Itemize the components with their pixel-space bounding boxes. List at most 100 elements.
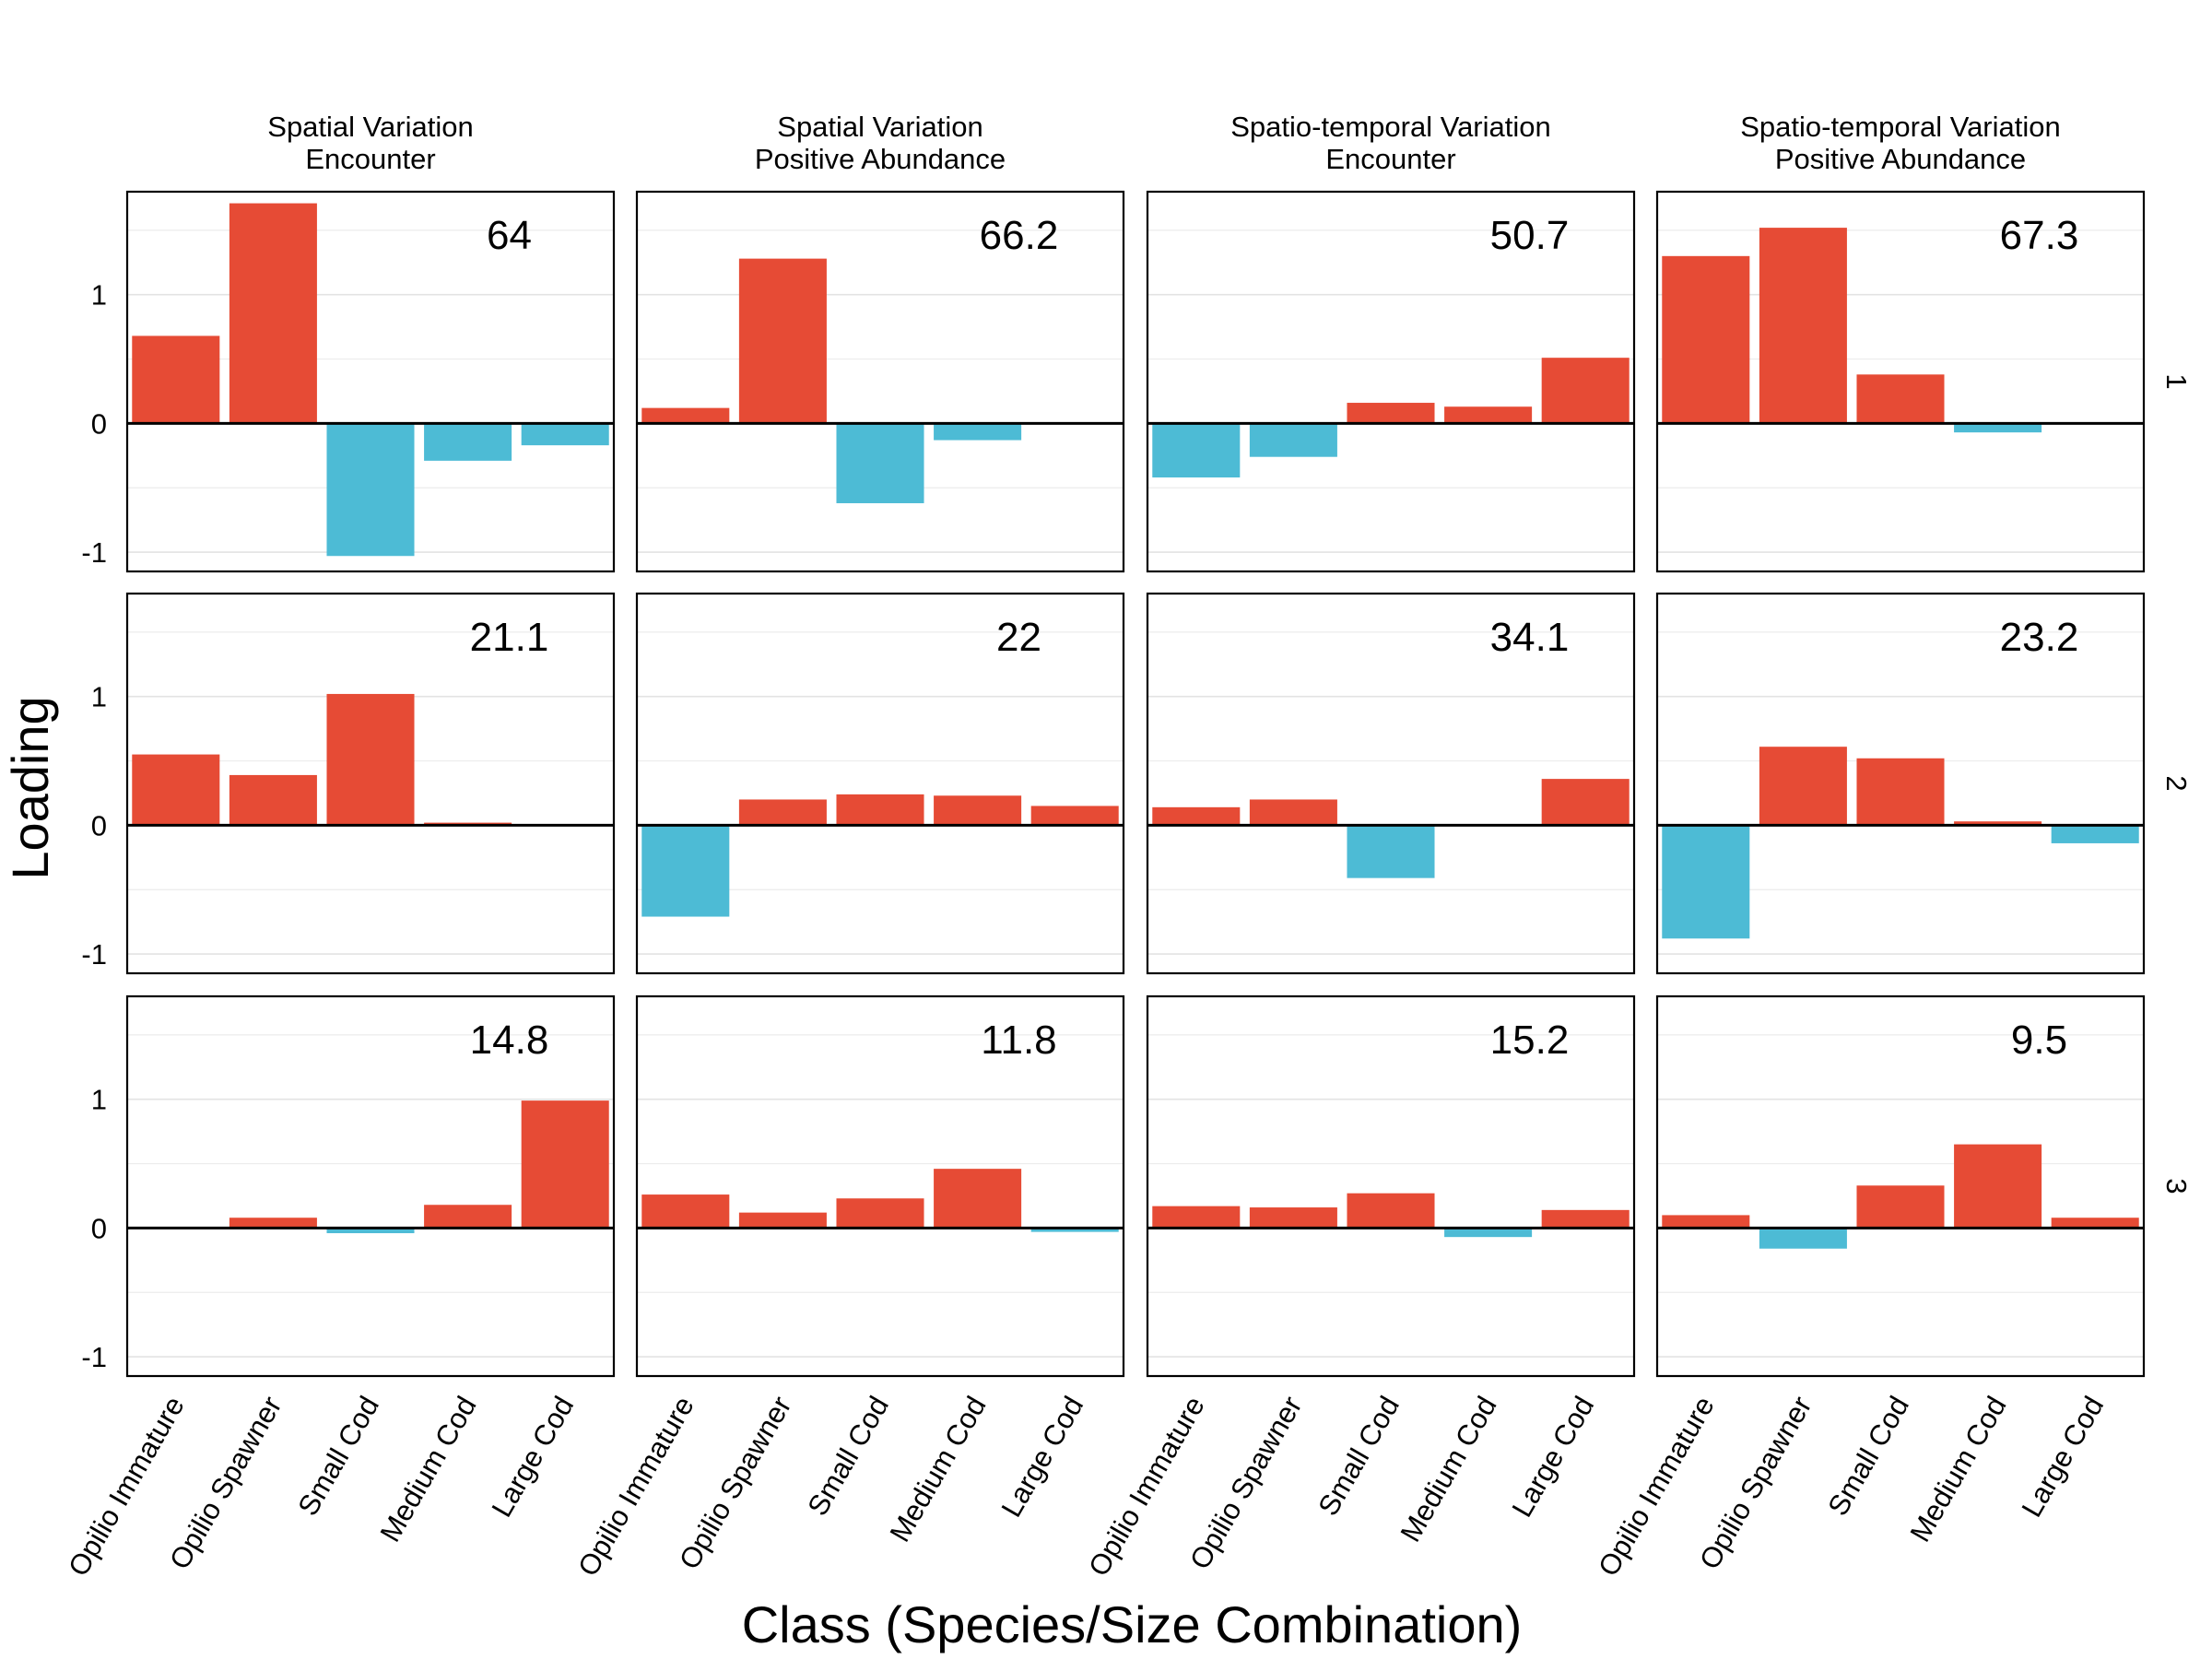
bar-opilio-immature bbox=[641, 825, 730, 917]
variance-explained-label: 50.7 bbox=[1490, 213, 1570, 258]
variance-explained-label: 67.3 bbox=[2000, 213, 2079, 258]
y-tick-label: -1 bbox=[81, 938, 107, 971]
facet-strip-label-col1-line2: Encounter bbox=[305, 143, 435, 175]
bar-opilio-spawner bbox=[738, 1212, 827, 1229]
bar-opilio-spawner bbox=[229, 1218, 317, 1229]
panel-border bbox=[635, 190, 1125, 573]
bar-large-cod bbox=[1541, 1209, 1630, 1229]
y-tick-label: 1 bbox=[91, 1084, 107, 1116]
facet-strip-label-col1-line1: Spatial Variation bbox=[267, 111, 473, 143]
y-tick-label: 0 bbox=[91, 407, 107, 440]
bar-medium-cod bbox=[1954, 821, 2042, 826]
bar-opilio-immature bbox=[1152, 1206, 1241, 1229]
bar-opilio-immature bbox=[641, 407, 730, 424]
bar-opilio-immature bbox=[1662, 255, 1750, 424]
panel-row3-col1: 14.8 bbox=[125, 994, 616, 1378]
y-axis-title: Loading bbox=[1, 696, 59, 879]
y-tick-label: 0 bbox=[91, 809, 107, 841]
bar-opilio-immature bbox=[132, 754, 220, 826]
variance-explained-label: 34.1 bbox=[1490, 615, 1570, 660]
facet-strip-label-col4-line2: Positive Abundance bbox=[1775, 143, 2026, 175]
bar-large-cod bbox=[1030, 1228, 1119, 1232]
bar-small-cod bbox=[326, 693, 415, 826]
variance-explained-label: 9.5 bbox=[2011, 1018, 2067, 1063]
bar-opilio-spawner bbox=[229, 203, 317, 424]
bar-opilio-immature bbox=[641, 1194, 730, 1229]
bar-opilio-immature bbox=[1152, 423, 1241, 478]
bar-medium-cod bbox=[1954, 1144, 2042, 1229]
x-axis-title: Class (Species/Size Combination) bbox=[742, 1595, 1523, 1653]
variance-explained-label: 22 bbox=[996, 615, 1041, 660]
bar-opilio-immature bbox=[1662, 825, 1750, 939]
panel-row2-col4: 23.2 bbox=[1655, 592, 2146, 975]
y-tick-label: 1 bbox=[91, 279, 107, 312]
panel-row2-col1: 21.1 bbox=[125, 592, 616, 975]
facet-strip-label-row1: 1 bbox=[2160, 373, 2193, 389]
panel-border bbox=[1655, 592, 2146, 975]
panel-border bbox=[1655, 994, 2146, 1378]
bar-small-cod bbox=[326, 423, 415, 557]
panel-border bbox=[1146, 190, 1636, 573]
bar-small-cod bbox=[836, 1198, 924, 1229]
panel-border bbox=[1146, 592, 1636, 975]
bar-small-cod bbox=[1856, 1185, 1945, 1229]
facet-strip-label-col2-line1: Spatial Variation bbox=[777, 111, 982, 143]
bar-medium-cod bbox=[1444, 1228, 1533, 1238]
facet-strip-label-col4-line1: Spatio-temporal Variation bbox=[1740, 111, 2061, 143]
variance-explained-label: 23.2 bbox=[2000, 615, 2079, 660]
y-axis-ticks: -1 0 1 -1 0 1 -1 0 1 bbox=[81, 279, 107, 1373]
panel-border bbox=[635, 994, 1125, 1378]
bar-medium-cod bbox=[424, 1205, 512, 1229]
facet-strip-label-col2-line2: Positive Abundance bbox=[755, 143, 1006, 175]
variance-explained-label: 14.8 bbox=[470, 1018, 549, 1063]
bar-opilio-spawner bbox=[1249, 1207, 1337, 1229]
bar-small-cod bbox=[836, 423, 924, 503]
bar-medium-cod bbox=[1444, 406, 1533, 424]
facet-strip-label-row2: 2 bbox=[2160, 775, 2193, 791]
bar-large-cod bbox=[1541, 358, 1630, 424]
bar-opilio-spawner bbox=[1249, 423, 1337, 457]
y-tick-label: 1 bbox=[91, 681, 107, 713]
panel-border bbox=[1655, 190, 2146, 573]
panel-border bbox=[635, 592, 1125, 975]
facet-strip-label-col3-line2: Encounter bbox=[1325, 143, 1455, 175]
bar-opilio-spawner bbox=[738, 258, 827, 424]
bar-opilio-spawner bbox=[229, 774, 317, 826]
bar-opilio-spawner bbox=[1759, 747, 1847, 826]
panel-row3-col2: 11.8 bbox=[635, 994, 1125, 1378]
bar-small-cod bbox=[1856, 758, 1945, 826]
variance-explained-label: 21.1 bbox=[470, 615, 549, 660]
y-tick-label: -1 bbox=[81, 1341, 107, 1373]
panel-row1-col2: 66.2 bbox=[635, 190, 1125, 573]
bar-small-cod bbox=[1347, 1193, 1435, 1229]
bar-large-cod bbox=[1541, 779, 1630, 826]
y-tick-label: -1 bbox=[81, 536, 107, 569]
panel-border bbox=[125, 592, 616, 975]
bar-opilio-immature bbox=[1662, 1215, 1750, 1229]
bar-opilio-immature bbox=[1152, 806, 1241, 826]
bar-large-cod bbox=[2051, 825, 2139, 843]
bar-small-cod bbox=[1856, 374, 1945, 424]
bar-small-cod bbox=[1347, 403, 1435, 424]
panel-border bbox=[125, 190, 616, 573]
panel-row1-col3: 50.7 bbox=[1146, 190, 1636, 573]
panel-row1-col4: 67.3 bbox=[1655, 190, 2146, 573]
y-tick-label: 0 bbox=[91, 1212, 107, 1244]
bar-opilio-spawner bbox=[1249, 799, 1337, 826]
bar-small-cod bbox=[1347, 825, 1435, 878]
bar-opilio-spawner bbox=[1759, 228, 1847, 424]
bar-medium-cod bbox=[424, 423, 512, 461]
panel-border bbox=[125, 994, 616, 1378]
bar-large-cod bbox=[2051, 1218, 2139, 1229]
facet-strip-label-col3-line1: Spatio-temporal Variation bbox=[1230, 111, 1551, 143]
bar-small-cod bbox=[326, 1228, 415, 1233]
variance-explained-label: 64 bbox=[487, 213, 532, 258]
bar-opilio-spawner bbox=[1759, 1228, 1847, 1249]
variance-explained-label: 11.8 bbox=[981, 1018, 1056, 1063]
bar-medium-cod bbox=[1954, 423, 2042, 433]
panel-border bbox=[1146, 994, 1636, 1378]
variance-explained-label: 66.2 bbox=[980, 213, 1059, 258]
bar-large-cod bbox=[521, 423, 609, 446]
bar-small-cod bbox=[836, 794, 924, 826]
